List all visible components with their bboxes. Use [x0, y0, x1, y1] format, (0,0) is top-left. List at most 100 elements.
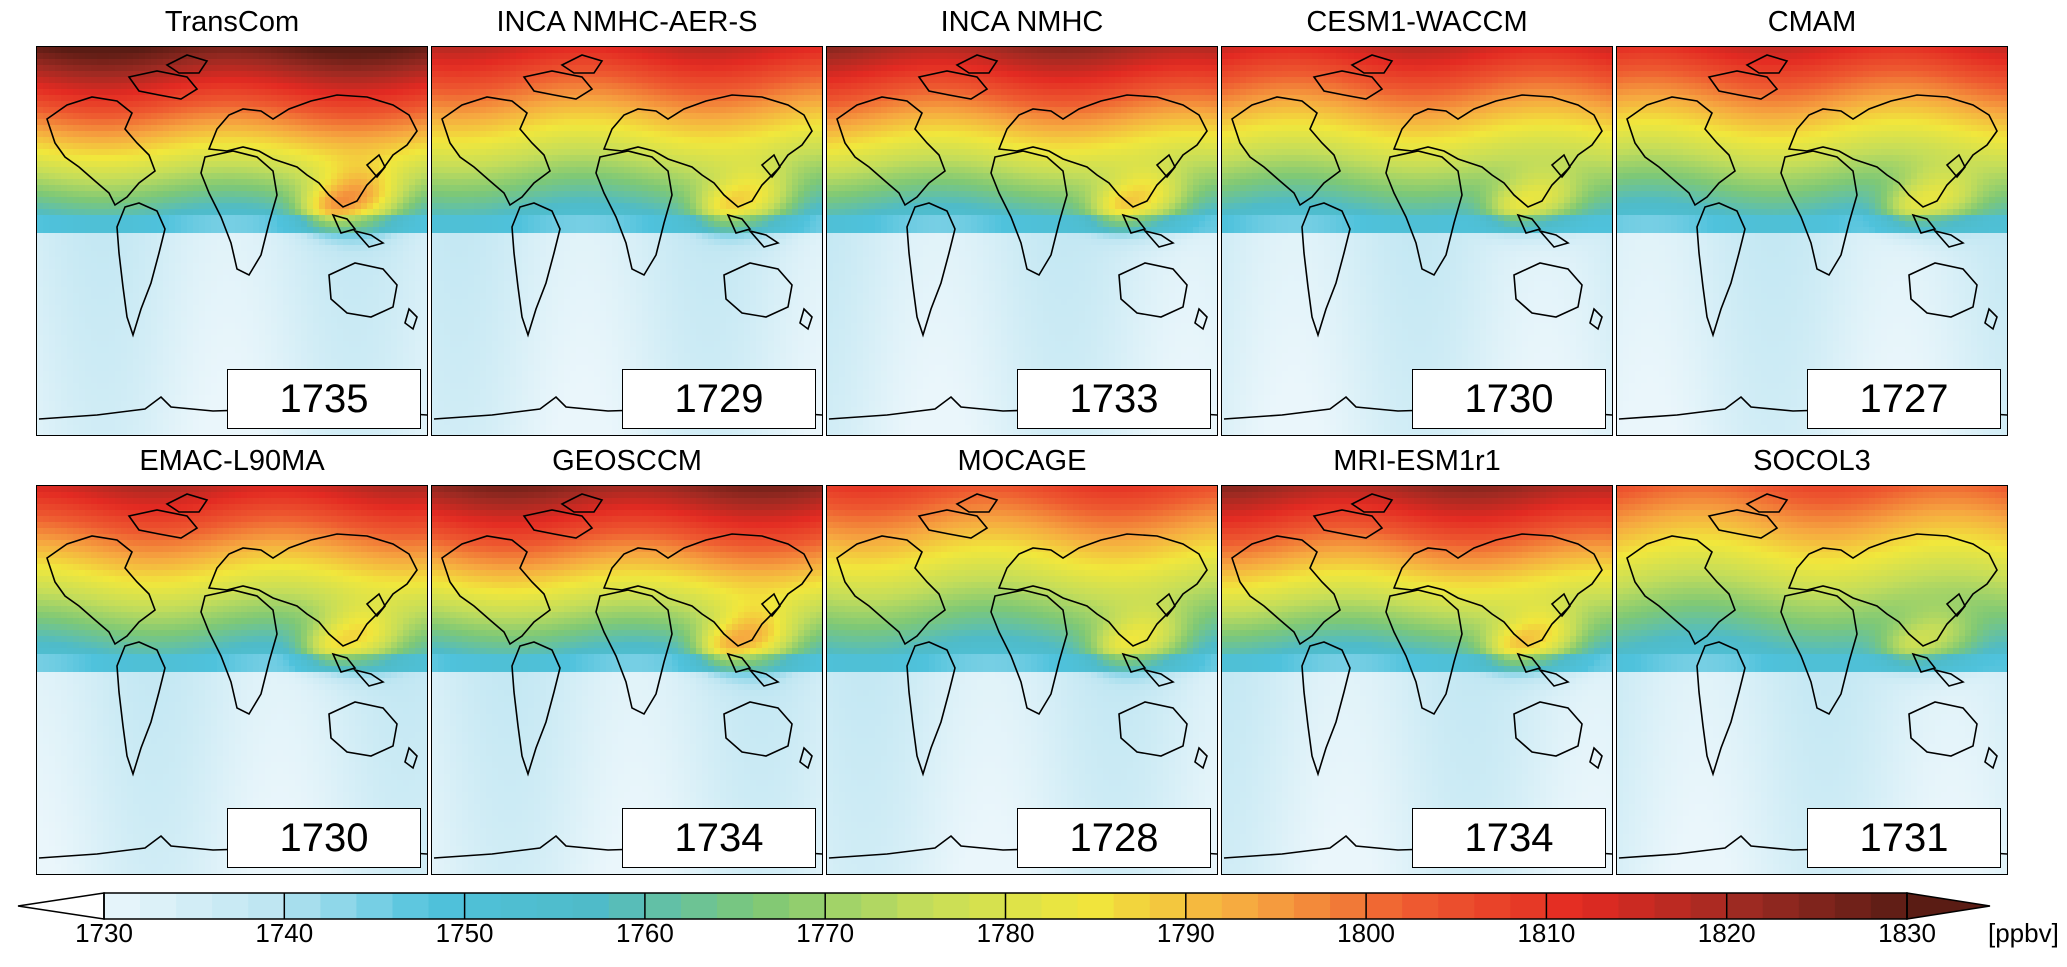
- coastline: [352, 668, 385, 687]
- coastline: [723, 262, 793, 318]
- coastline: [46, 535, 156, 646]
- coastline: [1350, 54, 1394, 74]
- map-panel: INCA NMHC 1733: [826, 0, 1218, 438]
- coastline: [1707, 509, 1779, 539]
- global-mean-value: 1735: [227, 369, 421, 429]
- colorbar-segment: [1834, 893, 1872, 919]
- methane-map: 1733: [826, 46, 1218, 436]
- coastline: [1911, 652, 1937, 673]
- coastline: [723, 701, 793, 757]
- colorbar-segment: [897, 893, 934, 919]
- coastline: [1780, 150, 1858, 277]
- coastline: [1550, 592, 1571, 618]
- coastline: [116, 202, 166, 338]
- coastline: [1385, 150, 1463, 277]
- colorbar-gradient: [17, 892, 1991, 920]
- colorbar-segment: [1510, 893, 1547, 919]
- methane-map: 1727: [1616, 46, 2008, 436]
- coastline: [602, 94, 813, 208]
- panel-title: INCA NMHC: [826, 0, 1218, 44]
- map-panel: INCA NMHC-AER-S 1729: [431, 0, 823, 438]
- coastline: [1589, 746, 1603, 770]
- coastline: [1142, 229, 1175, 248]
- colorbar-segment: [1438, 893, 1475, 919]
- coastline: [836, 535, 946, 646]
- colorbar-segment: [536, 893, 574, 919]
- coastline: [1626, 96, 1736, 207]
- colorbar-segment: [212, 893, 249, 919]
- coastline: [747, 668, 780, 687]
- coastline: [200, 150, 278, 277]
- concentration-field: [1617, 486, 2007, 874]
- coastline: [511, 641, 561, 777]
- coastline: [1392, 533, 1603, 647]
- colorbar-segment: [1185, 893, 1223, 919]
- colorbar-tick-label: 1730: [64, 918, 144, 949]
- coastline: [328, 262, 398, 318]
- coastline: [726, 652, 752, 673]
- methane-map: 1734: [431, 485, 823, 875]
- coastline: [990, 150, 1068, 277]
- coastline: [1780, 589, 1858, 716]
- coastline: [1945, 592, 1966, 618]
- panel-title: MOCAGE: [826, 439, 1218, 483]
- global-mean-value: 1733: [1017, 369, 1211, 429]
- coastline: [1787, 94, 1998, 208]
- coastline: [595, 589, 673, 716]
- coastline: [1932, 668, 1965, 687]
- coastline: [1312, 509, 1384, 539]
- colorbar-tick-label: 1810: [1506, 918, 1586, 949]
- colorbar-segment: [140, 893, 177, 919]
- map-panel: MRI-ESM1r1 1734: [1221, 439, 1613, 877]
- coastline: [997, 533, 1208, 647]
- coastline: [1155, 592, 1176, 618]
- colorbar-segment: [644, 893, 682, 919]
- map-panel: CESM1-WACCM 1730: [1221, 0, 1613, 438]
- panel-title: INCA NMHC-AER-S: [431, 0, 823, 44]
- coastline: [1908, 262, 1978, 318]
- coastline: [1231, 96, 1341, 207]
- coastline: [1589, 307, 1603, 331]
- coastline: [165, 54, 209, 74]
- coastline: [404, 746, 418, 770]
- colorbar-segment: [1293, 893, 1331, 919]
- coastline: [1142, 668, 1175, 687]
- coastline: [760, 592, 781, 618]
- coastline: [1121, 213, 1147, 234]
- coastline: [906, 202, 956, 338]
- coastline: [1626, 535, 1736, 646]
- coastline: [331, 652, 357, 673]
- coastline: [1707, 70, 1779, 100]
- coastline: [127, 509, 199, 539]
- coastline: [1194, 746, 1208, 770]
- global-mean-value: 1734: [1412, 808, 1606, 868]
- colorbar-tick-label: 1830: [1867, 918, 1947, 949]
- colorbar-tick-label: 1770: [785, 918, 865, 949]
- coastline: [799, 307, 813, 331]
- coastline: [165, 493, 209, 513]
- coastline: [836, 96, 946, 207]
- map-panel: CMAM 1727: [1616, 0, 2008, 438]
- concentration-field: [432, 486, 822, 874]
- colorbar-segment: [500, 893, 538, 919]
- methane-map: 1729: [431, 46, 823, 436]
- colorbar-tick-label: 1780: [966, 918, 1046, 949]
- colorbar-segment: [1221, 893, 1259, 919]
- coastline: [1984, 307, 1998, 331]
- colorbar-segment: [284, 893, 321, 919]
- coastline: [1118, 701, 1188, 757]
- colorbar-segment: [464, 893, 502, 919]
- coastline: [595, 150, 673, 277]
- colorbar-segment: [1654, 893, 1692, 919]
- coastline: [1194, 307, 1208, 331]
- colorbar-unit-label: [ppbv]: [1988, 918, 2059, 949]
- coastline: [955, 54, 999, 74]
- coastline: [365, 592, 386, 618]
- coastline: [1745, 54, 1789, 74]
- panel-title: CMAM: [1616, 0, 2008, 44]
- panel-title: MRI-ESM1r1: [1221, 439, 1613, 483]
- colorbar-segment: [356, 893, 393, 919]
- coastline: [917, 509, 989, 539]
- colorbar-segment: [1474, 893, 1511, 919]
- colorbar-segment: [572, 893, 610, 919]
